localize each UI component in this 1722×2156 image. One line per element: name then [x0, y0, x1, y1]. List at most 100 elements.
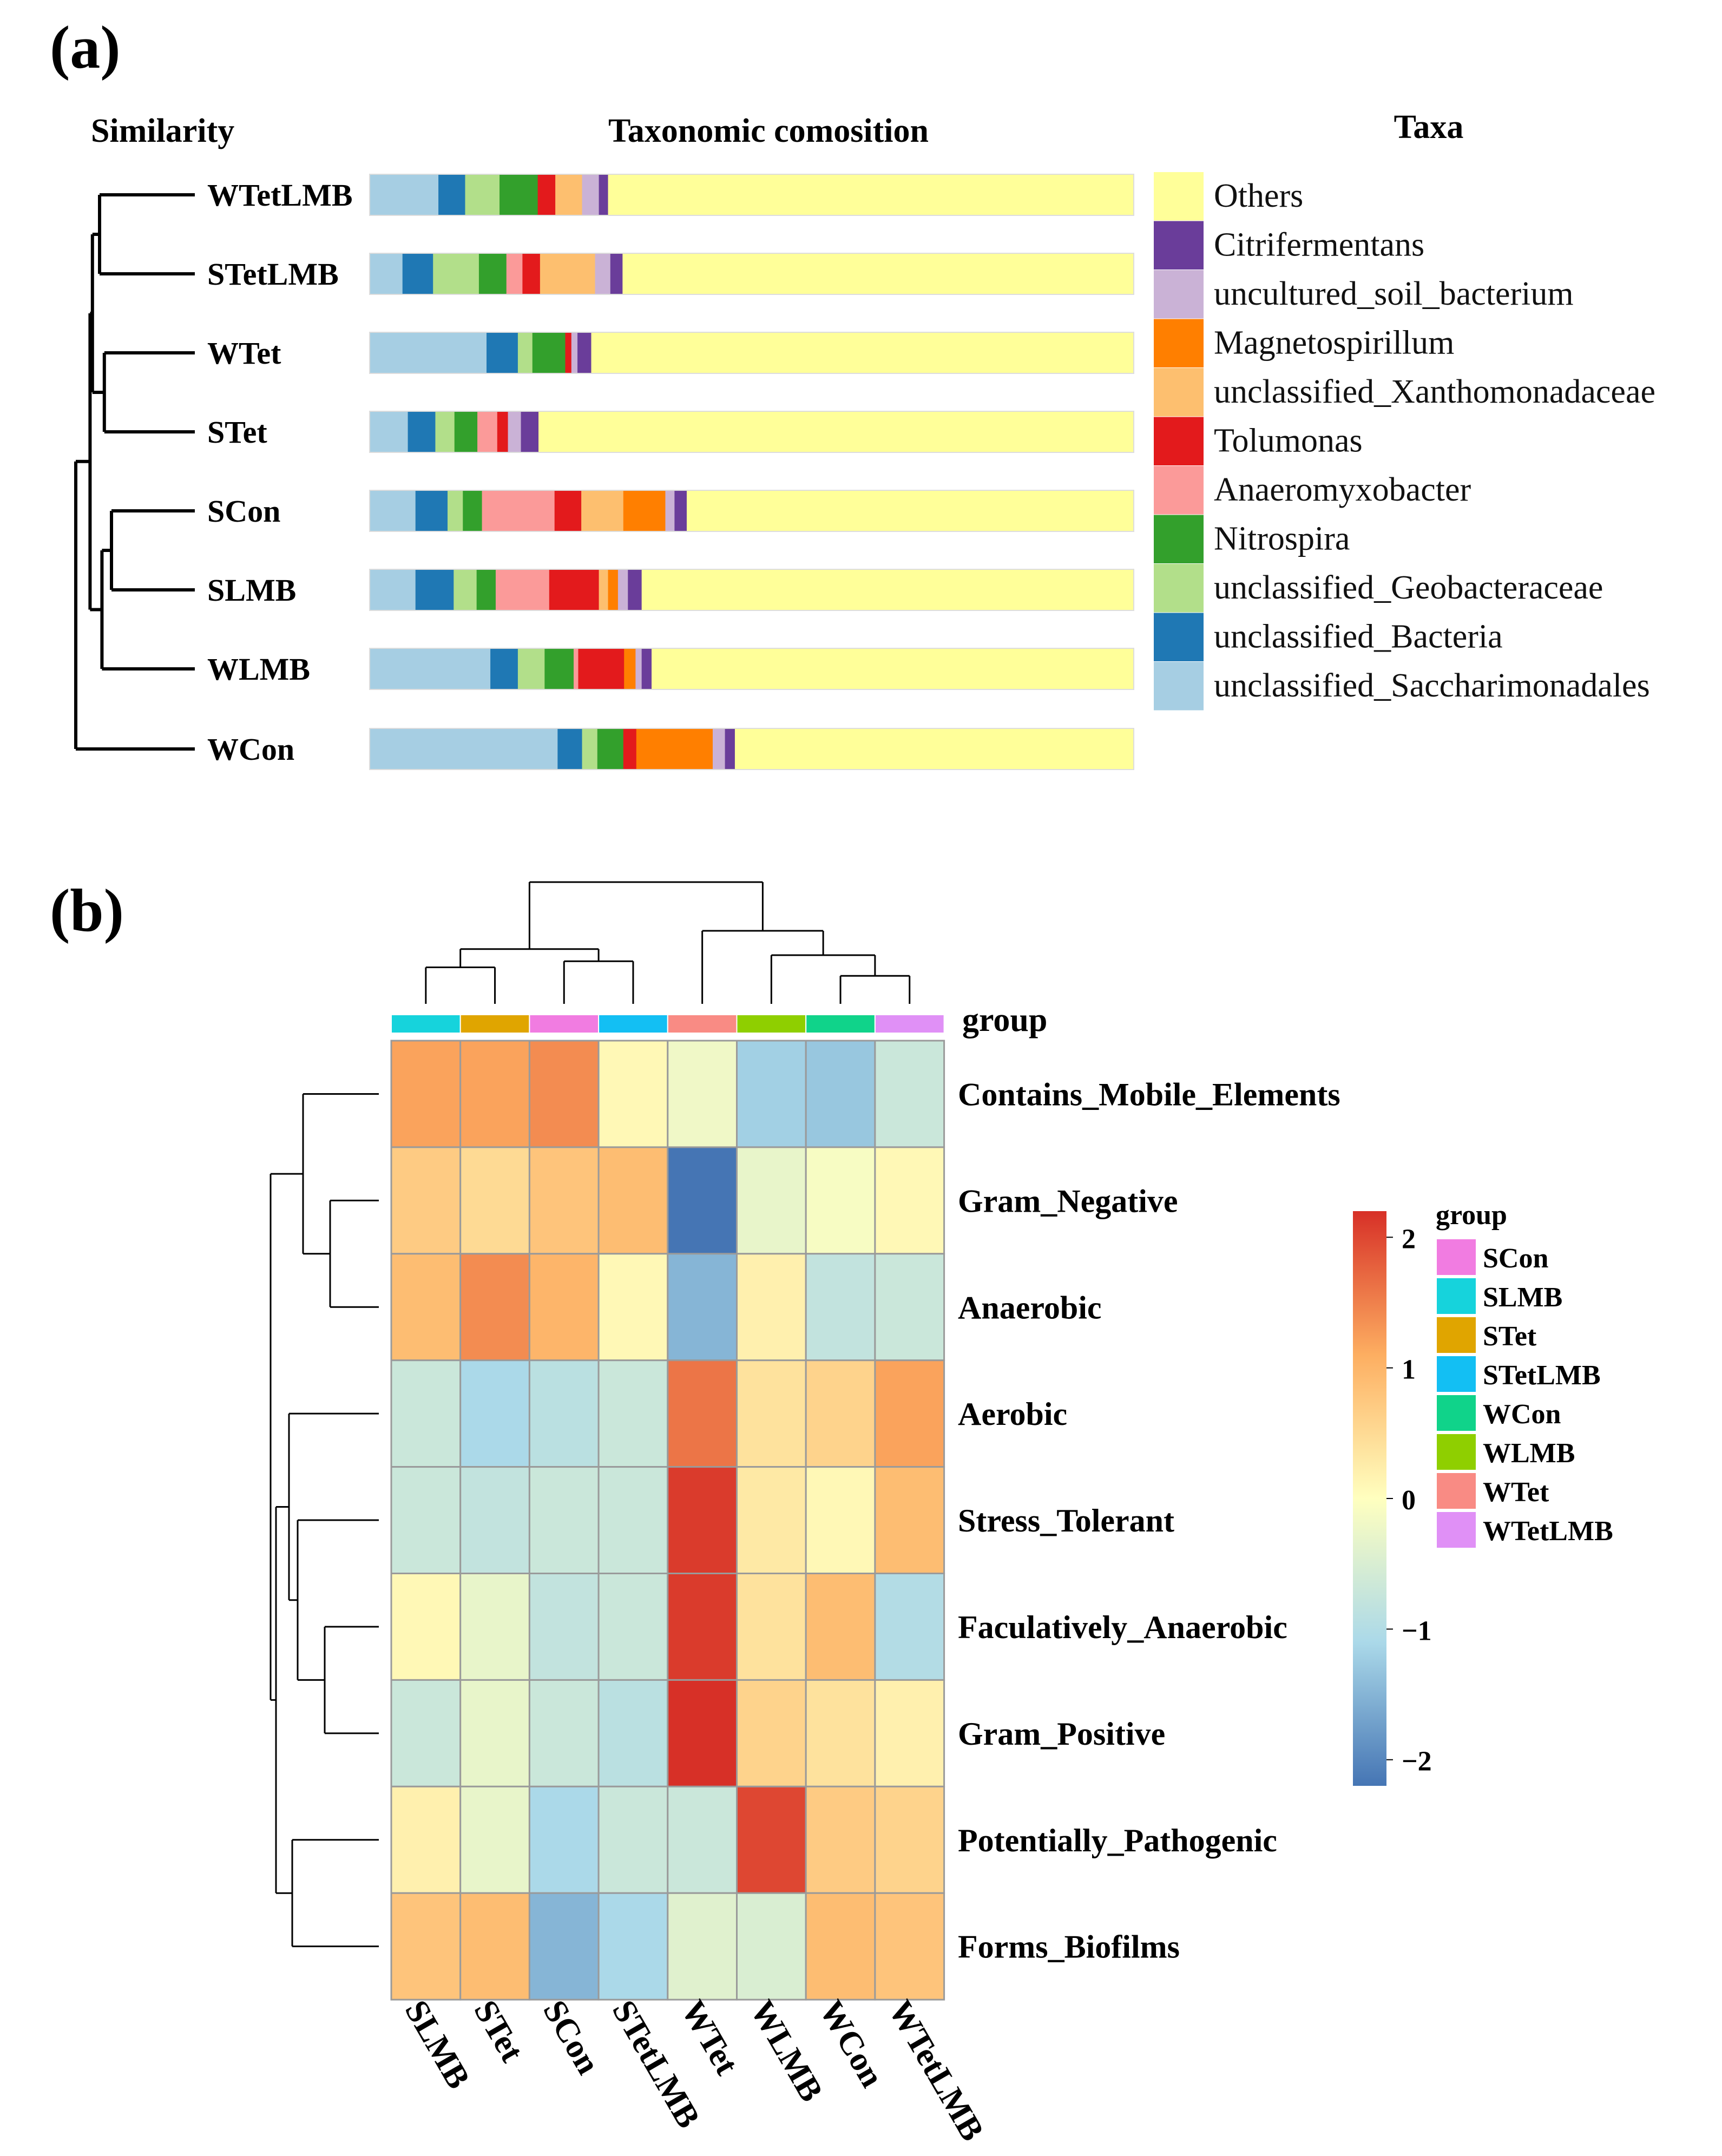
bar-segment-wtet-others: [591, 332, 1134, 373]
taxa-legend: Others Citrifermentans uncultured_soil_bac…: [1154, 172, 1655, 711]
bar-segment-slmb-unclassified-xanthomonadaceae: [599, 569, 609, 610]
heatmap-cell-faculatively-anaerobic-wcon: [805, 1573, 876, 1681]
column-label-scon: SCon: [536, 1994, 607, 2080]
bar-segment-wcon-nitrospira: [597, 728, 624, 770]
row-label-forms-biofilms: Forms_Biofilms: [958, 1929, 1180, 1965]
bar-segment-slmb-others: [641, 569, 1134, 610]
legend-swatch-tolumonas: [1154, 417, 1204, 465]
group-bar-cell-stet: [459, 1014, 530, 1034]
heatmap-cells: [390, 1040, 945, 2001]
sample-label-stet: STet: [207, 415, 267, 450]
bar-segment-scon-unclassified-bacteria: [415, 490, 448, 531]
bar-segment-wtetlmb-citrifermentans: [599, 174, 609, 215]
bar-segment-stet-unclassified-bacteria: [408, 411, 436, 452]
legend-swatch-unclassified-xanthomonadaceae: [1154, 368, 1204, 417]
heatmap-cell-potentially-pathogenic-wcon: [805, 1785, 876, 1894]
row-label-gram-negative: Gram_Negative: [958, 1183, 1178, 1219]
bar-segment-stetlmb-tolumonas: [522, 253, 541, 294]
heatmap-cell-faculatively-anaerobic-stetlmb: [597, 1573, 669, 1681]
bar-segment-wtet-citrifermentans: [577, 332, 592, 373]
heatmap-cell-anaerobic-stetlmb: [597, 1253, 669, 1362]
heatmap-cell-potentially-pathogenic-wtet: [667, 1785, 738, 1894]
column-label-slmb: SLMB: [398, 1994, 477, 2095]
bar-segment-wcon-unclassified-bacteria: [557, 728, 583, 770]
bar-outline-stetlmb: [369, 253, 1134, 295]
bar-segment-stet-tolumonas: [497, 411, 509, 452]
heatmap-cell-faculatively-anaerobic-wtetlmb: [874, 1573, 945, 1681]
heatmap-cell-potentially-pathogenic-stetlmb: [597, 1785, 669, 1894]
heatmap-cell-aerobic-slmb: [390, 1359, 462, 1468]
heatmap-cell-gram-negative-wlmb: [736, 1146, 807, 1255]
bar-segment-stetlmb-nitrospira: [478, 253, 507, 294]
panel-b-label: (b): [50, 877, 124, 944]
legend-label-unclassified-xanthomonadaceae: unclassified_Xanthomonadaceae: [1214, 373, 1655, 410]
heatmap-cell-stress-tolerant-wtet: [667, 1466, 738, 1575]
sample-label-stetlmb: STetLMB: [207, 257, 339, 292]
bar-segment-wlmb-tolumonas: [578, 648, 625, 689]
bar-segment-scon-unclassified-geobacteraceae: [448, 490, 463, 531]
bar-segment-stetlmb-anaeromyxobacter: [506, 253, 523, 294]
bar-segment-wcon-tolumonas: [623, 728, 637, 770]
heatmap-cell-potentially-pathogenic-slmb: [390, 1785, 462, 1894]
row-label-gram-positive: Gram_Positive: [958, 1716, 1165, 1752]
bar-outline-wtet: [369, 332, 1134, 374]
bar-segment-wtetlmb-unclassified-geobacteraceae: [465, 174, 500, 215]
group-legend-swatch-wlmb: [1437, 1434, 1476, 1470]
group-legend-swatch-slmb: [1437, 1278, 1476, 1314]
colorbar-tick-label: 2: [1402, 1224, 1416, 1254]
heatmap-cell-gram-negative-wcon: [805, 1146, 876, 1255]
heatmap-cell-stress-tolerant-wlmb: [736, 1466, 807, 1575]
heatmap-cell-gram-negative-slmb: [390, 1146, 462, 1255]
bar-segment-scon-citrifermentans: [674, 490, 687, 531]
bar-segment-slmb-tolumonas: [549, 569, 600, 610]
column-label-stet: STet: [466, 1994, 530, 2068]
colorbar-tick-label: −2: [1402, 1746, 1432, 1777]
heatmap-cell-gram-negative-wtet: [667, 1146, 738, 1255]
sample-labels: WTetLMB STetLMB WTet STet SCon SLMB WLMB WCon: [207, 178, 353, 767]
heatmap-cell-contains-mobile-elements-wtetlmb: [874, 1040, 945, 1148]
bar-segment-wtetlmb-uncultured-soil-bacterium: [582, 174, 600, 215]
bar-segment-wcon-uncultured-soil-bacterium: [712, 728, 726, 770]
sample-label-wlmb: WLMB: [207, 652, 310, 687]
heatmap-cell-gram-positive-wlmb: [736, 1679, 807, 1787]
heatmap-cell-contains-mobile-elements-scon: [528, 1040, 600, 1148]
legend-label-unclassified-geobacteraceae: unclassified_Geobacteraceae: [1214, 569, 1603, 606]
bar-segment-stet-others: [538, 411, 1134, 452]
heatmap-cell-anaerobic-wlmb: [736, 1253, 807, 1362]
bar-segment-scon-unclassified-xanthomonadaceae: [581, 490, 624, 531]
bar-outline-wlmb: [369, 648, 1134, 690]
bar-segment-wlmb-anaeromyxobacter: [574, 648, 579, 689]
heatmap-cell-aerobic-scon: [528, 1359, 600, 1468]
group-legend-label-stetlmb: STetLMB: [1483, 1360, 1601, 1391]
heatmap-cell-gram-positive-scon: [528, 1679, 600, 1787]
bar-segment-stetlmb-unclassified-geobacteraceae: [433, 253, 479, 294]
bar-segment-wtetlmb-nitrospira: [499, 174, 538, 215]
heatmap-cell-contains-mobile-elements-wcon: [805, 1040, 876, 1148]
sample-label-wtetlmb: WTetLMB: [207, 178, 353, 213]
row-label-anaerobic: Anaerobic: [958, 1290, 1102, 1325]
colorbar: [1353, 1211, 1386, 1786]
legend-swatch-unclassified-saccharimonadales: [1154, 662, 1204, 711]
bar-outline-scon: [369, 490, 1134, 532]
bar-segment-stet-uncultured-soil-bacterium: [508, 411, 522, 452]
row-dendrogram: [270, 1093, 379, 1948]
heatmap-cell-stress-tolerant-wcon: [805, 1466, 876, 1575]
bar-segment-wcon-unclassified-geobacteraceae: [582, 728, 598, 770]
group-legend-label-wcon: WCon: [1483, 1399, 1561, 1430]
bar-outline-slmb: [369, 569, 1134, 611]
group-bar-cell-slmb: [391, 1014, 461, 1034]
bar-segment-slmb-nitrospira: [476, 569, 496, 610]
bar-segment-stet-unclassified-geobacteraceae: [435, 411, 455, 452]
bar-segment-wtet-nitrospira: [532, 332, 566, 373]
bar-segment-wtet-uncultured-soil-bacterium: [571, 332, 578, 373]
bar-segment-slmb-unclassified-bacteria: [415, 569, 454, 610]
heatmap-cell-gram-positive-slmb: [390, 1679, 462, 1787]
group-bar-cell-wlmb: [736, 1014, 807, 1034]
legend-label-magnetospirillum: Magnetospirillum: [1214, 325, 1454, 361]
bar-segment-stetlmb-citrifermentans: [610, 253, 623, 294]
sample-label-wtet: WTet: [207, 336, 281, 371]
heatmap-cell-faculatively-anaerobic-scon: [528, 1573, 600, 1681]
bar-segment-wlmb-nitrospira: [544, 648, 574, 689]
